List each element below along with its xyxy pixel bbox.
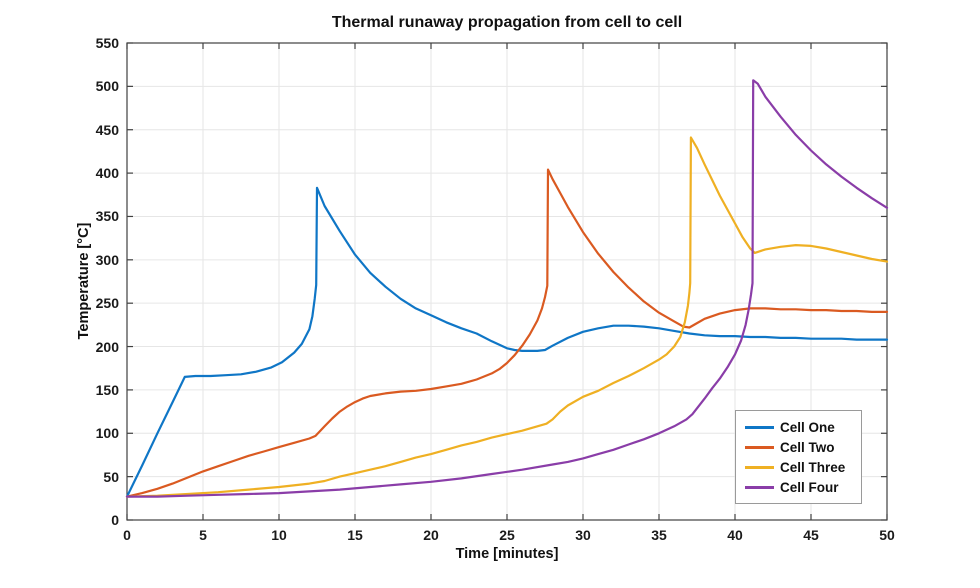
- legend-item-cell-two: Cell Two: [736, 437, 861, 457]
- y-tick-label: 250: [95, 295, 119, 312]
- x-tick-label: 15: [347, 527, 363, 543]
- legend-item-cell-three: Cell Three: [736, 457, 861, 477]
- legend-item-cell-one: Cell One: [736, 417, 861, 437]
- y-tick-label: 150: [95, 381, 119, 398]
- y-tick-label: 550: [95, 35, 119, 51]
- y-tick-label: 200: [95, 338, 119, 355]
- x-tick-label: 45: [803, 527, 819, 543]
- y-tick-label: 300: [95, 251, 119, 268]
- y-tick-label: 50: [103, 468, 119, 485]
- legend: Cell One Cell Two Cell Three Cell Four: [735, 410, 862, 504]
- y-tick-label: 100: [95, 425, 119, 442]
- legend-item-cell-four: Cell Four: [736, 477, 861, 497]
- legend-line-swatch: [745, 425, 774, 429]
- x-tick-label: 30: [575, 527, 591, 543]
- series-line-cell-one: [125, 186, 889, 498]
- y-tick-label: 450: [95, 121, 119, 138]
- legend-label: Cell Four: [780, 479, 839, 495]
- y-tick-label: 400: [95, 165, 119, 182]
- x-tick-label: 10: [271, 527, 287, 543]
- y-tick-label: 500: [95, 78, 119, 95]
- legend-line-swatch: [745, 465, 774, 469]
- legend-label: Cell Two: [780, 439, 835, 455]
- series-line-cell-four: [125, 79, 889, 498]
- legend-line-swatch: [745, 485, 774, 489]
- x-axis-label: Time [minutes]: [455, 546, 559, 562]
- legend-label: Cell Three: [780, 459, 846, 475]
- chart-title: Thermal runaway propagation from cell to…: [331, 14, 683, 31]
- y-tick-label: 350: [95, 208, 119, 225]
- x-tick-label: 35: [651, 527, 667, 543]
- y-tick-label: 0: [111, 512, 119, 528]
- legend-line-swatch: [745, 445, 774, 449]
- x-tick-label: 50: [879, 527, 895, 543]
- x-tick-label: 40: [727, 527, 743, 543]
- x-tick-label: 0: [123, 527, 131, 543]
- legend-label: Cell One: [780, 419, 835, 435]
- x-tick-label: 5: [199, 527, 207, 543]
- x-tick-label: 20: [423, 527, 439, 543]
- series-line-cell-two: [125, 168, 889, 498]
- x-tick-label: 25: [499, 527, 515, 543]
